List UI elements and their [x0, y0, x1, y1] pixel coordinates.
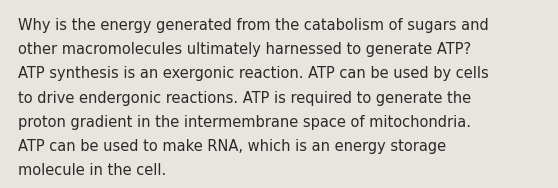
Text: ATP can be used to make RNA, which is an energy storage: ATP can be used to make RNA, which is an…	[18, 139, 446, 154]
Text: Why is the energy generated from the catabolism of sugars and: Why is the energy generated from the cat…	[18, 18, 489, 33]
Text: ATP synthesis is an exergonic reaction. ATP can be used by cells: ATP synthesis is an exergonic reaction. …	[18, 66, 489, 81]
Text: molecule in the cell.: molecule in the cell.	[18, 163, 166, 178]
Text: to drive endergonic reactions. ATP is required to generate the: to drive endergonic reactions. ATP is re…	[18, 91, 471, 106]
Text: other macromolecules ultimately harnessed to generate ATP?: other macromolecules ultimately harnesse…	[18, 42, 471, 57]
Text: proton gradient in the intermembrane space of mitochondria.: proton gradient in the intermembrane spa…	[18, 115, 471, 130]
